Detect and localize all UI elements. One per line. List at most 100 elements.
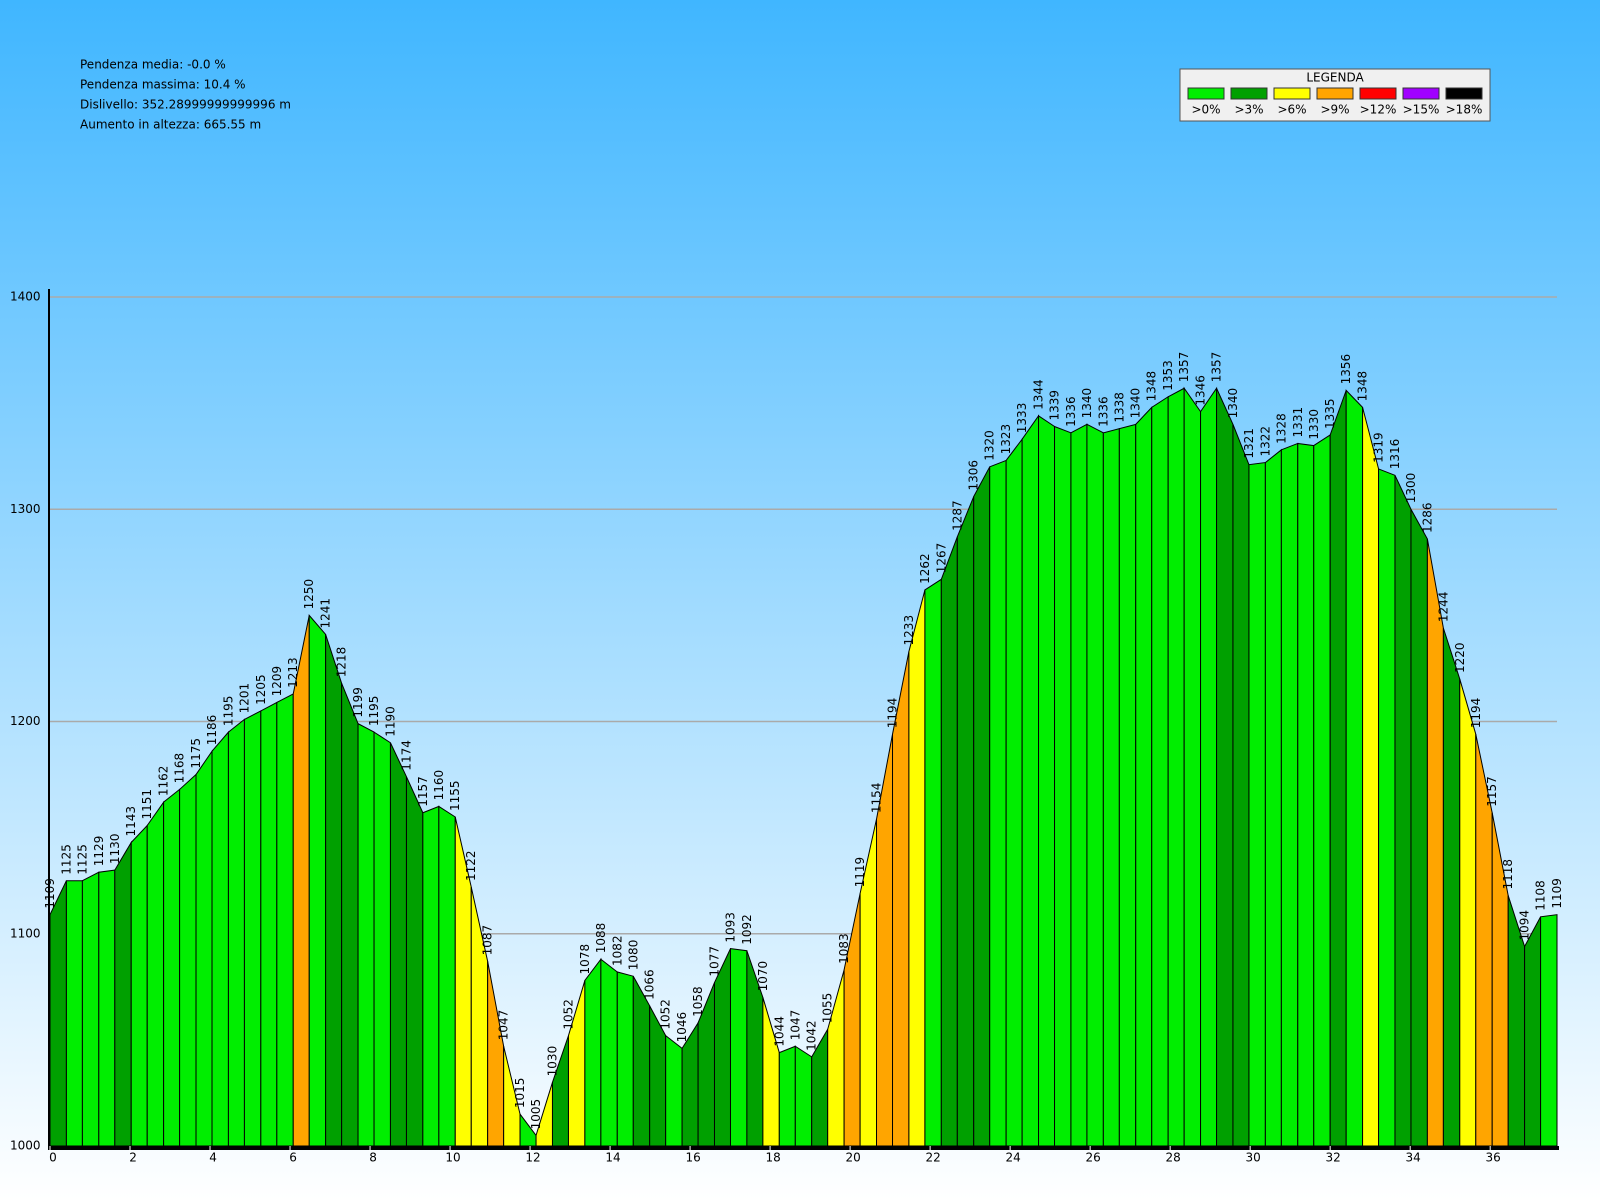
x-tick-label: 16 [685,1151,700,1165]
profile-segment [1345,389,1364,1147]
profile-segment [114,840,132,1147]
profile-segment [778,1045,796,1147]
profile-segment [1362,407,1380,1147]
data-label: 1044 [772,1016,786,1047]
data-label: 1287 [950,500,964,531]
profile-segment [389,742,407,1147]
profile-segment [1118,423,1137,1147]
profile-segment [357,722,375,1147]
data-label: 1087 [481,925,495,956]
profile-segment [130,824,148,1147]
profile-segment [405,776,424,1147]
legend-label: >18% [1446,103,1483,117]
legend-swatch [1230,87,1268,100]
profile-segment [179,773,197,1147]
data-label: 1093 [723,912,737,943]
profile-segment [81,871,100,1147]
data-label: 1077 [707,946,721,977]
profile-segment [422,805,440,1147]
data-label: 1213 [286,657,300,688]
profile-segment [341,683,359,1147]
info-text: Aumento in altezza: 665.55 m [80,118,261,132]
data-label: 1066 [643,969,657,1000]
profile-segment [1070,423,1088,1147]
data-label: 1042 [805,1020,819,1051]
profile-segment [924,578,942,1147]
y-tick-label: 1100 [10,926,41,940]
x-tick-label: 22 [925,1151,940,1165]
data-label: 1244 [1436,592,1450,623]
data-label: 1338 [1112,392,1126,423]
data-label: 1357 [1210,352,1224,383]
data-label: 1157 [416,776,430,807]
data-label: 1092 [740,914,754,945]
profile-segment [65,880,83,1147]
profile-segment [1378,468,1396,1147]
y-tick-label: 1200 [10,714,41,728]
profile-segment [1054,425,1072,1147]
profile-segment [665,1034,683,1147]
profile-segment [1426,538,1444,1147]
y-tick-label: 1000 [10,1139,41,1153]
profile-segment [260,701,278,1147]
data-label: 1174 [399,740,413,771]
profile-segment [729,948,748,1147]
x-tick-label: 12 [525,1151,540,1165]
profile-segment [1524,916,1542,1147]
data-label: 1356 [1339,354,1353,385]
data-label: 1201 [237,683,251,714]
data-label: 1331 [1291,407,1305,438]
data-label: 1194 [886,698,900,729]
data-label: 1336 [1064,396,1078,427]
data-label: 1046 [675,1012,689,1043]
profile-segment [227,718,245,1147]
profile-segment [308,614,327,1147]
data-label: 1205 [254,674,268,705]
data-label: 1250 [302,579,316,610]
data-label: 1125 [59,844,73,875]
data-label: 1233 [902,615,916,646]
profile-segment [373,731,391,1147]
data-label: 1129 [92,836,106,867]
data-label: 1319 [1372,432,1386,463]
legend-swatch [1359,87,1397,100]
profile-segment [1216,388,1234,1147]
x-tick-label: 8 [369,1151,377,1165]
data-label: 1082 [610,935,624,966]
profile-segment [1232,424,1250,1147]
data-label: 1336 [1096,396,1110,427]
profile-segment [600,958,618,1147]
info-text: Pendenza media: -0.0 % [80,58,226,72]
profile-segment [1200,386,1218,1147]
data-label: 1088 [594,923,608,954]
data-label: 1157 [1485,776,1499,807]
data-label: 1344 [1032,379,1046,410]
profile-segment [584,957,602,1147]
profile-segment [632,975,651,1147]
data-label: 1143 [124,806,138,837]
data-label: 1080 [626,940,640,971]
data-label: 1241 [319,598,333,629]
data-label: 1306 [967,460,981,491]
profile-segment [1248,461,1266,1147]
data-label: 1199 [351,687,365,718]
data-label: 1162 [157,766,171,797]
profile-segment [195,749,213,1147]
x-tick-label: 6 [289,1151,297,1165]
data-label: 1330 [1307,409,1321,440]
data-label: 1005 [529,1099,543,1130]
data-label: 1122 [464,851,478,882]
profile-segment [713,948,731,1147]
profile-segment [325,634,343,1147]
data-label: 1346 [1194,375,1208,406]
data-label: 1186 [205,715,219,746]
data-label: 1119 [853,857,867,888]
data-label: 1151 [140,789,154,820]
data-label: 1348 [1356,371,1370,402]
legend-label: >3% [1234,103,1263,117]
profile-segment [163,788,181,1147]
data-label: 1055 [821,993,835,1024]
profile-segment [1280,442,1299,1147]
profile-segment [616,971,634,1147]
data-label: 1194 [1469,698,1483,729]
